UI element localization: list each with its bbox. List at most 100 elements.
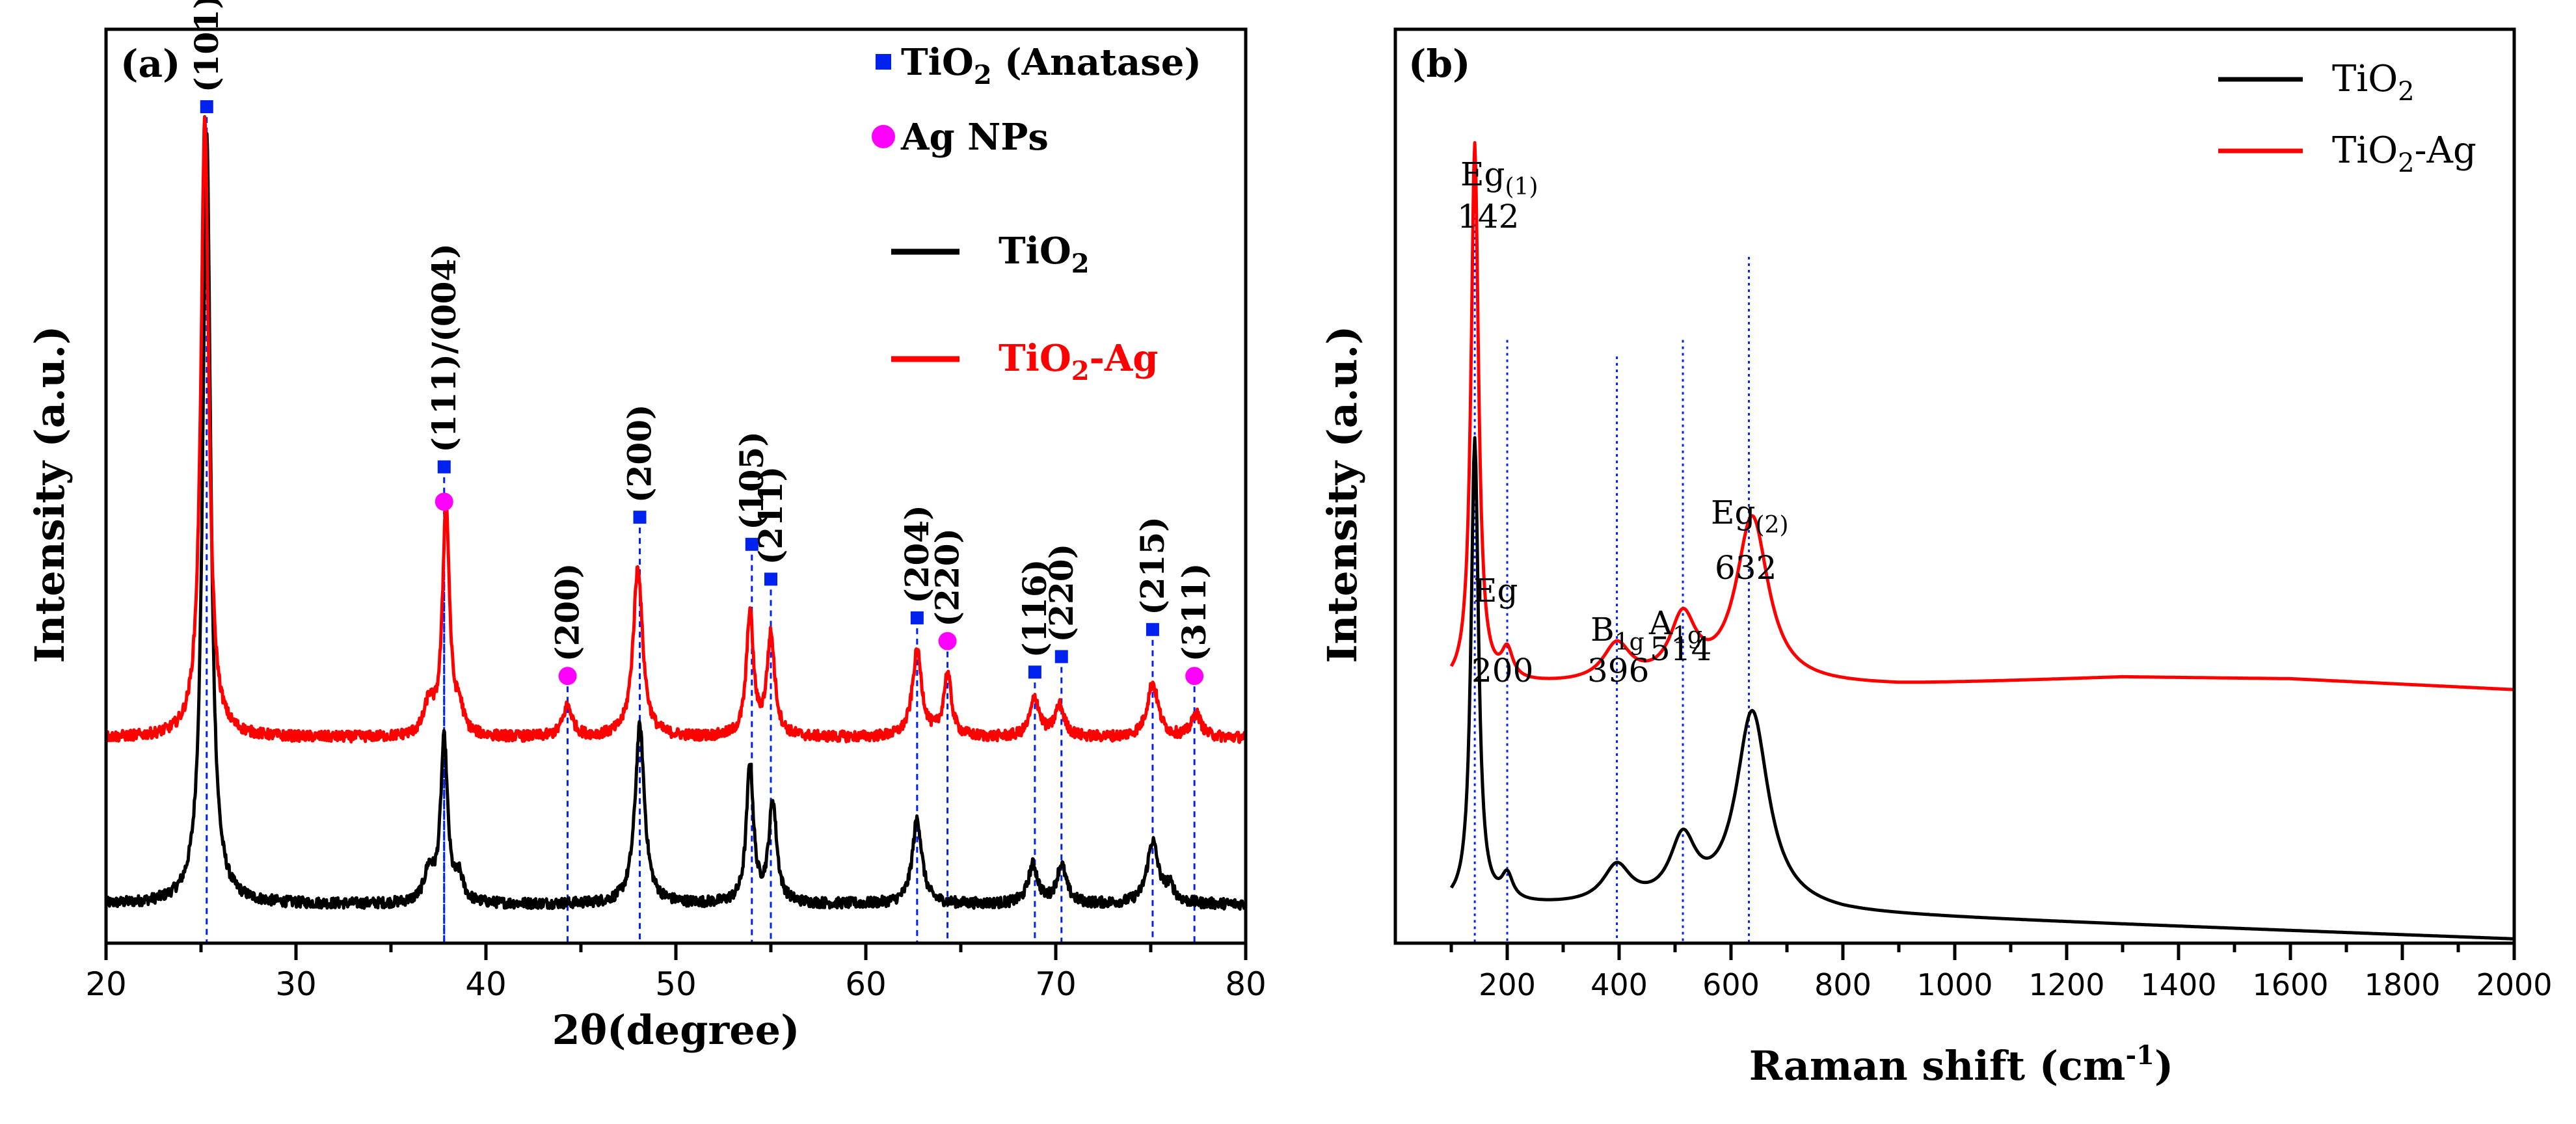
raman-mode-symbol-1: Eg — [1473, 572, 1518, 609]
reflection-markers: (101) (111)/(004) (200) (200) (105)(211) (204… — [187, 0, 1213, 686]
ag-marker-2 — [435, 492, 453, 511]
anatase-marker-10 — [1054, 650, 1068, 663]
x-tick-label-a-6: 80 — [1225, 965, 1267, 1003]
anatase-marker-0 — [200, 100, 213, 114]
legend-b-sub-1: 2 — [2398, 148, 2414, 178]
hkl-label-0: (101) — [187, 0, 226, 92]
legend-a-main-3: TiO — [999, 337, 1071, 380]
hkl-label-12: (311) — [1175, 563, 1213, 662]
panel-b-x-ticks: 200 400 600 800 1000 1200 1400 1600 1800 2000 — [1449, 943, 2553, 1002]
x-tick-label-b-1: 400 — [1590, 967, 1648, 1002]
x-tick-label-b-7: 1600 — [2252, 967, 2328, 1002]
legend-b-main-1: TiO — [2332, 129, 2398, 172]
hkl-label-5: (105) — [732, 431, 771, 530]
raman-mode-name-4: Eg(2) — [1711, 494, 1789, 539]
panel-b-x-title-tail: ) — [2154, 1042, 2173, 1090]
hkl-label-9: (116) — [1015, 559, 1054, 658]
x-tick-label-a-5: 70 — [1035, 965, 1077, 1003]
ag-marker-8 — [938, 632, 957, 650]
x-tick-label-b-4: 1000 — [1916, 967, 1992, 1002]
hkl-label-1: (111)/(004) — [425, 243, 463, 453]
panel-b-raman: 200 400 600 800 1000 1200 1400 1600 1800 2000 Eg(… — [1319, 27, 2553, 1090]
raman-mode-value-3: 514 — [1650, 630, 1711, 668]
hkl-label-11: (215) — [1133, 516, 1172, 615]
legend-a-text-1: Ag NPs — [900, 116, 1049, 159]
raman-mode-value-2: 396 — [1587, 652, 1649, 689]
legend-a-tail-3: -Ag — [1090, 337, 1159, 380]
legend-b-text-0: TiO2 — [2332, 58, 2415, 107]
raman-line-tio2-ag — [1449, 141, 2515, 691]
legend-ag-circle — [872, 125, 895, 148]
panel-a-x-axis-title: 2θ(degree) — [552, 1006, 800, 1054]
legend-a-sub-2: 2 — [1071, 248, 1090, 279]
raman-mode-sub-0: (1) — [1505, 174, 1538, 200]
x-tick-label-b-6: 1400 — [2140, 967, 2216, 1002]
anatase-marker-7 — [910, 611, 924, 624]
x-tick-label-b-5: 1200 — [2028, 967, 2104, 1002]
raman-guide-lines — [1473, 165, 1751, 943]
x-tick-label-b-3: 800 — [1814, 967, 1872, 1002]
hkl-label-6: (211) — [751, 466, 790, 565]
anatase-marker-1 — [437, 460, 451, 474]
raman-mode-sub-4: (2) — [1756, 512, 1789, 539]
legend-a-sub-3: 2 — [1071, 356, 1090, 386]
legend-a-main-2: TiO — [999, 230, 1071, 273]
panel-b-y-axis-title: Intensity (a.u.) — [1319, 325, 1366, 663]
legend-anatase-square — [876, 54, 891, 70]
legend-b-sub-0: 2 — [2398, 77, 2414, 107]
raman-mode-symbol-2: B — [1590, 611, 1615, 649]
legend-a-main-1: Ag NPs — [900, 116, 1049, 159]
legend-b-text-1: TiO2-Ag — [2332, 129, 2476, 178]
raman-mode-symbol-0: Eg — [1460, 155, 1505, 193]
hkl-label-4: (200) — [621, 404, 659, 503]
x-tick-label-a-4: 60 — [845, 965, 887, 1003]
hkl-label-3: (200) — [548, 563, 587, 662]
raman-mode-name-0: Eg(1) — [1460, 155, 1538, 200]
raman-mode-symbol-4: Eg — [1711, 494, 1756, 531]
hkl-label-7: (204) — [898, 505, 936, 604]
legend-a-main-0: TiO — [901, 41, 974, 84]
raman-mode-name-2: B1g — [1590, 611, 1644, 656]
legend-a-text-2: TiO2 — [999, 230, 1090, 279]
legend-b-tail-1: -Ag — [2415, 129, 2476, 172]
raman-mode-symbol-3: A — [1648, 604, 1673, 642]
ag-marker-3 — [558, 667, 577, 686]
raman-mode-value-0: 142 — [1457, 198, 1519, 235]
anatase-marker-11 — [1146, 622, 1159, 636]
xrd-line-tio2-ag — [105, 114, 1248, 744]
raman-series — [1449, 141, 2515, 941]
legend-a-sub-0: 2 — [974, 60, 992, 90]
legend-a-tail-0: (Anatase) — [992, 41, 1201, 84]
x-tick-label-b-8: 1800 — [2364, 967, 2440, 1002]
raman-mode-sub-2: 1g — [1615, 629, 1644, 656]
panel-b-tag: (b) — [1408, 42, 1470, 86]
legend-b-main-0: TiO — [2332, 58, 2398, 100]
x-tick-label-a-2: 40 — [465, 965, 507, 1003]
panel-a-y-axis-title: Intensity (a.u.) — [26, 325, 74, 663]
raman-mode-value-4: 632 — [1715, 549, 1777, 587]
panel-a-tag: (a) — [120, 42, 180, 86]
panel-b-x-axis-title: Raman shift (cm-1) — [1749, 1040, 2173, 1090]
raman-mode-sub-3: 1g — [1672, 622, 1702, 649]
anatase-marker-6 — [764, 572, 777, 586]
xrd-series — [104, 114, 1248, 911]
panel-a-xrd: (101) (111)/(004) (200) (200) (105)(211) (204… — [26, 0, 1267, 1054]
raman-line-tio2 — [1449, 436, 2515, 941]
x-tick-label-a-0: 20 — [85, 965, 127, 1003]
legend-a-text-3: TiO2-Ag — [999, 337, 1158, 386]
anatase-marker-4 — [633, 511, 647, 524]
hkl-label-8: (220) — [928, 528, 967, 627]
x-tick-label-a-3: 50 — [655, 965, 697, 1003]
raman-mode-name-1: Eg — [1473, 572, 1518, 609]
x-tick-label-b-0: 200 — [1479, 967, 1536, 1002]
panel-a-x-ticks: 20 30 40 50 60 70 80 — [85, 943, 1267, 1003]
anatase-marker-9 — [1028, 665, 1041, 679]
anatase-marker-5 — [745, 537, 758, 551]
x-tick-label-b-2: 600 — [1702, 967, 1760, 1002]
raman-mode-value-1: 200 — [1471, 652, 1533, 689]
x-tick-label-b-9: 2000 — [2476, 967, 2552, 1002]
